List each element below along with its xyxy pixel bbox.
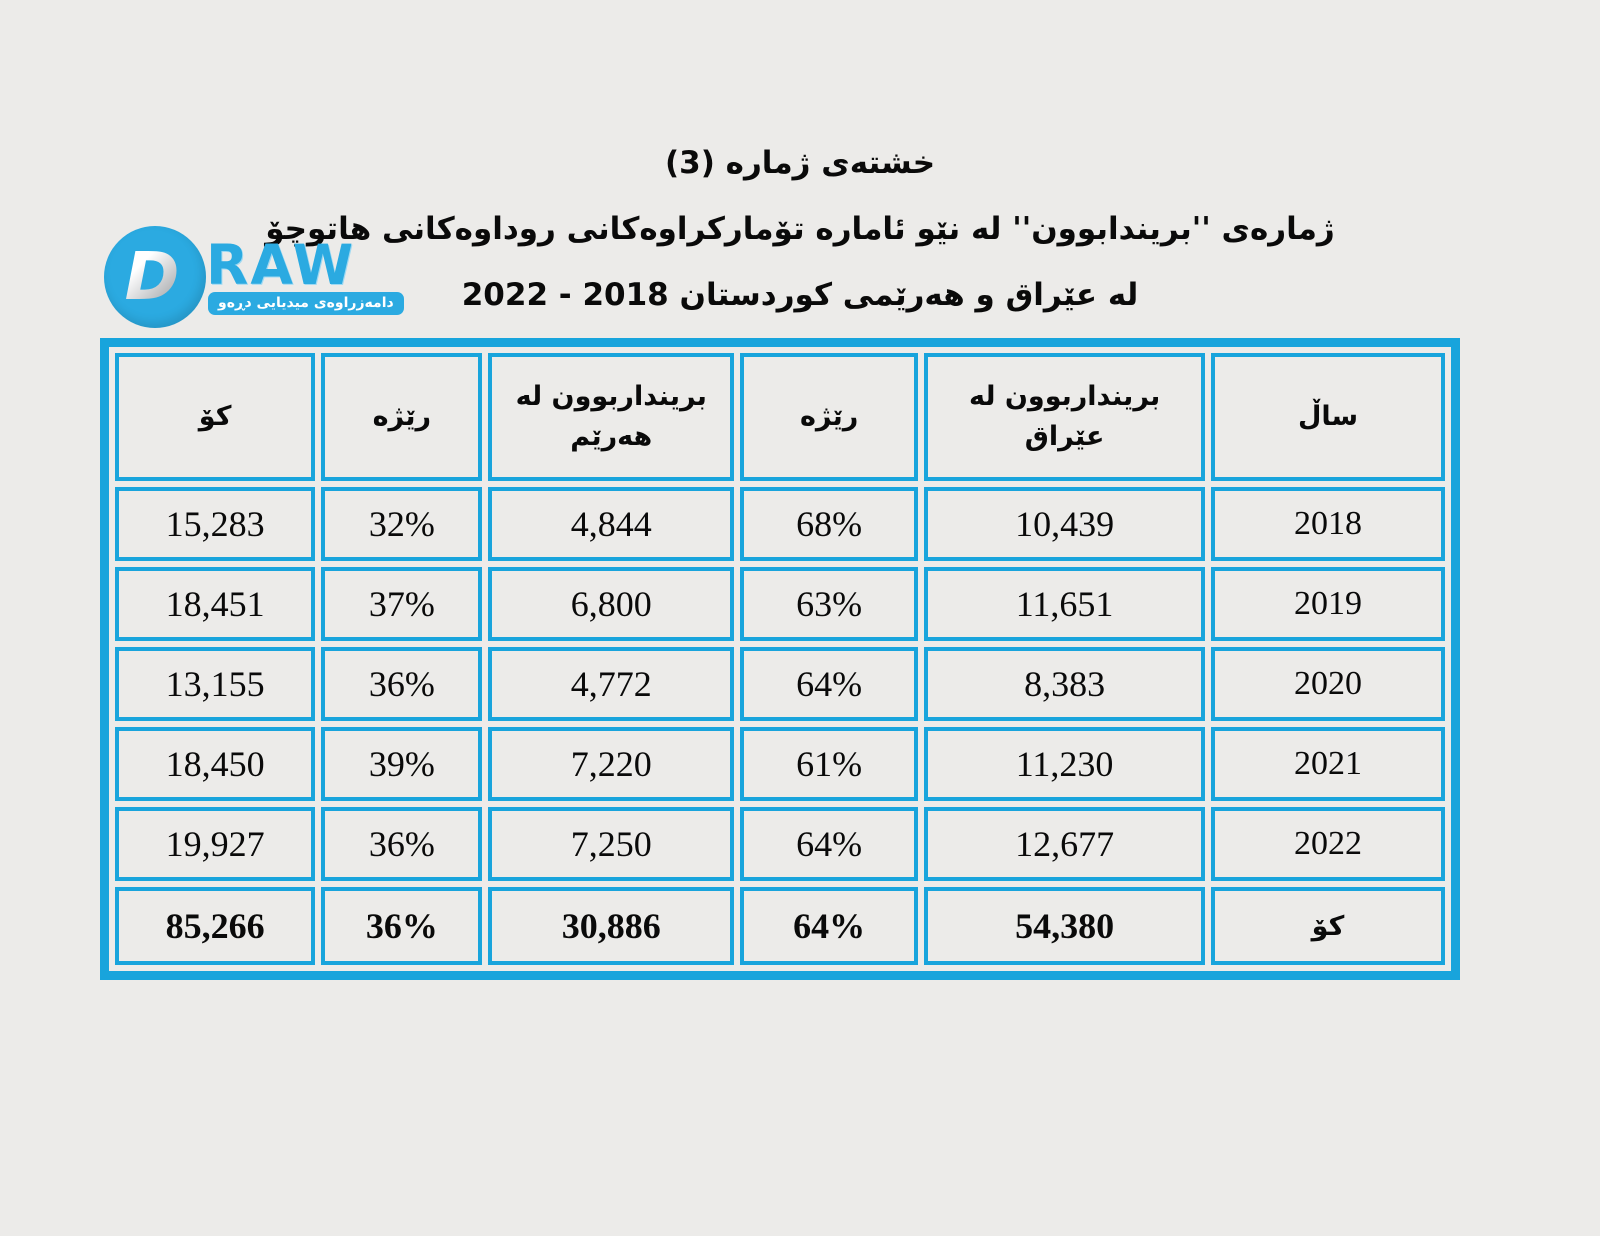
header-injured-region: برینداربوون له هەرێم (488, 353, 735, 481)
injured-iraq-cell: 8,383 (924, 647, 1205, 721)
table-row: 2022 12,677 64% 7,250 36% 19,927 (115, 807, 1445, 881)
table-row: 2021 11,230 61% 7,220 39% 18,450 (115, 727, 1445, 801)
rate-region-cell: 36% (321, 647, 483, 721)
rate-iraq-total-cell: 64% (740, 887, 919, 965)
title-line-1: خشتەی ژماره (3) (664, 145, 936, 181)
total-cell: 18,450 (115, 727, 316, 801)
injured-region-cell: 6,800 (488, 567, 735, 641)
table-header-row: ساڵ برینداربوون له عێراق رێژه برینداربوو… (115, 353, 1445, 481)
injured-iraq-cell: 11,651 (924, 567, 1205, 641)
table-row: 2019 11,651 63% 6,800 37% 18,451 (115, 567, 1445, 641)
rate-region-total-cell: 36% (321, 887, 483, 965)
injured-region-cell: 7,250 (488, 807, 735, 881)
injured-region-cell: 4,772 (488, 647, 735, 721)
draw-logo-tagline: دامەزراوەی میدیایی دڕەو (208, 291, 404, 315)
injured-iraq-cell: 12,677 (924, 807, 1205, 881)
header-year: ساڵ (1211, 353, 1445, 481)
rate-region-cell: 36% (321, 807, 483, 881)
title-line-3: له عێراق و هەرێمی کوردستان 2018 - 2022 (461, 277, 1139, 313)
injured-region-cell: 7,220 (488, 727, 735, 801)
total-cell: 18,451 (115, 567, 316, 641)
draw-logo-circle-icon: D (104, 226, 206, 328)
table-row: 2018 10,439 68% 4,844 32% 15,283 (115, 487, 1445, 561)
rate-iraq-cell: 64% (740, 807, 919, 881)
draw-logo-d-letter: D (124, 238, 180, 315)
header-rate-region: رێژه (321, 353, 483, 481)
title-line-2: ژمارەی ''بریندابوون'' له نێو ئاماره تۆما… (265, 211, 1335, 247)
year-cell: 2020 (1211, 647, 1445, 721)
rate-region-cell: 39% (321, 727, 483, 801)
table-row: 2020 8,383 64% 4,772 36% 13,155 (115, 647, 1445, 721)
year-cell: 2021 (1211, 727, 1445, 801)
grand-total-cell: 85,266 (115, 887, 316, 965)
draw-media-logo: D RAW دامەزراوەی میدیایی دڕەو (104, 226, 404, 328)
year-cell: 2018 (1211, 487, 1445, 561)
draw-logo-raw-text: RAW (206, 232, 356, 297)
injuries-statistics-table: ساڵ برینداربوون له عێراق رێژه برینداربوو… (100, 338, 1460, 980)
rate-iraq-cell: 68% (740, 487, 919, 561)
injured-region-cell: 4,844 (488, 487, 735, 561)
title-block: خشتەی ژماره (3) ژمارەی ''بریندابوون'' له… (0, 130, 1600, 328)
draw-logo-text-group: RAW دامەزراوەی میدیایی دڕەو (192, 232, 404, 315)
year-cell: 2022 (1211, 807, 1445, 881)
injured-iraq-total-cell: 54,380 (924, 887, 1205, 965)
total-cell: 19,927 (115, 807, 316, 881)
rate-iraq-cell: 63% (740, 567, 919, 641)
header-rate-iraq: رێژه (740, 353, 919, 481)
rate-iraq-cell: 61% (740, 727, 919, 801)
table-total-row: کۆ 54,380 64% 30,886 36% 85,266 (115, 887, 1445, 965)
rate-iraq-cell: 64% (740, 647, 919, 721)
total-cell: 13,155 (115, 647, 316, 721)
rate-region-cell: 37% (321, 567, 483, 641)
header-total: کۆ (115, 353, 316, 481)
total-cell: 15,283 (115, 487, 316, 561)
injured-iraq-cell: 11,230 (924, 727, 1205, 801)
injured-region-total-cell: 30,886 (488, 887, 735, 965)
rate-region-cell: 32% (321, 487, 483, 561)
year-cell: 2019 (1211, 567, 1445, 641)
injured-iraq-cell: 10,439 (924, 487, 1205, 561)
total-label-cell: کۆ (1211, 887, 1445, 965)
header-injured-iraq: برینداربوون له عێراق (924, 353, 1205, 481)
